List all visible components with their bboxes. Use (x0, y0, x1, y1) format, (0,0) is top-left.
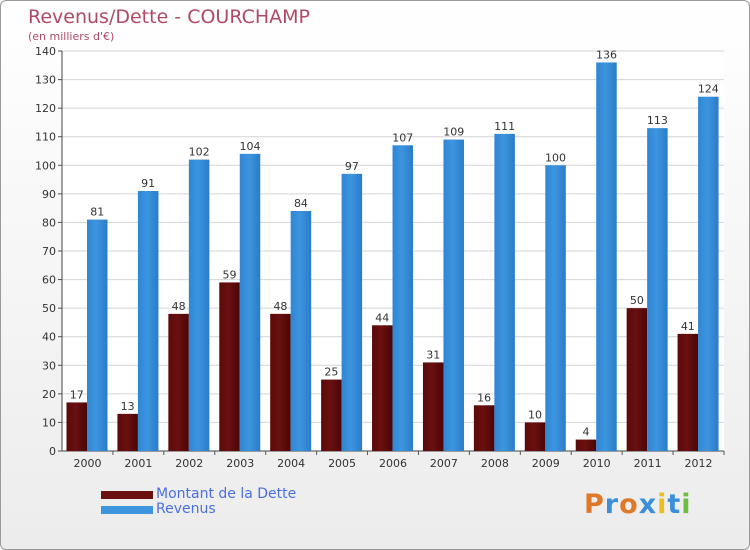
bar-revenus (392, 145, 414, 452)
bar-revenus (596, 62, 617, 452)
data-label-revenus: 91 (141, 177, 155, 190)
bar-dette (219, 282, 240, 451)
y-tick-label: 60 (42, 274, 56, 287)
bar-revenus (698, 96, 719, 451)
legend-label-dette: Montant de la Dette (156, 486, 297, 502)
x-tick-label: 2005 (328, 457, 356, 470)
y-tick-label: 100 (35, 159, 56, 172)
data-label-dette: 50 (630, 294, 644, 307)
y-tick-label: 50 (42, 302, 56, 315)
y-tick-label: 0 (49, 445, 56, 458)
data-label-dette: 59 (223, 268, 237, 281)
bar-revenus (443, 139, 464, 452)
data-label-revenus: 111 (494, 120, 515, 133)
bar-revenus (290, 211, 312, 451)
bar-revenus (188, 159, 210, 452)
logo-letter: i (657, 489, 668, 520)
chart-title: Revenus/Dette - COURCHAMP (28, 6, 310, 28)
y-tick-label: 10 (42, 416, 56, 429)
bar-revenus (239, 153, 261, 451)
y-tick-label: 120 (35, 102, 56, 115)
proxiti-logo: Proxiti (584, 489, 692, 520)
y-tick-label: 20 (42, 388, 56, 401)
logo-letter: o (619, 489, 639, 520)
data-label-dette: 48 (172, 300, 186, 313)
x-tick-label: 2008 (481, 457, 509, 470)
chart-subtitle: (en milliers d'€) (28, 30, 115, 43)
x-tick-label: 2010 (583, 457, 611, 470)
y-tick-label: 80 (42, 216, 56, 229)
data-label-revenus: 102 (189, 146, 210, 159)
y-tick-label: 40 (42, 331, 56, 344)
bar-revenus (87, 219, 108, 451)
x-tick-label: 2011 (634, 457, 662, 470)
data-label-dette: 17 (70, 388, 84, 401)
legend-swatch-revenus (101, 506, 153, 514)
bar-dette (626, 308, 648, 451)
bar-dette (117, 413, 138, 451)
bar-dette (66, 402, 87, 451)
x-tick-label: 2006 (379, 457, 407, 470)
bar-dette (321, 379, 342, 451)
data-label-revenus: 136 (596, 48, 617, 61)
data-label-revenus: 113 (647, 114, 668, 127)
y-tick-label: 130 (35, 74, 56, 87)
x-tick-label: 2000 (73, 457, 101, 470)
data-label-dette: 44 (375, 311, 389, 324)
bar-revenus (137, 191, 159, 451)
bar-dette (422, 362, 444, 451)
logo-letter: t (667, 489, 682, 520)
data-label-revenus: 81 (90, 206, 104, 219)
legend-label-revenus: Revenus (156, 501, 216, 517)
data-label-dette: 41 (681, 320, 695, 333)
logo-letter: P (584, 489, 605, 520)
bar-dette (575, 439, 597, 451)
x-tick-label: 2009 (532, 457, 560, 470)
data-label-revenus: 100 (545, 151, 566, 164)
y-tick-label: 90 (42, 188, 56, 201)
data-label-dette: 13 (121, 400, 135, 413)
x-tick-label: 2003 (226, 457, 254, 470)
data-label-revenus: 104 (240, 140, 261, 153)
data-label-revenus: 84 (294, 197, 308, 210)
data-label-revenus: 109 (443, 126, 464, 139)
bar-revenus (647, 128, 668, 451)
logo-letter: i (681, 489, 692, 520)
logo-letter: x (638, 489, 658, 520)
logo-letter: r (604, 489, 620, 520)
y-tick-label: 140 (35, 45, 56, 58)
y-tick-label: 70 (42, 245, 56, 258)
legend-swatch-dette (101, 491, 153, 499)
bar-dette (677, 333, 699, 451)
bar-dette (168, 313, 189, 451)
x-tick-label: 2007 (430, 457, 458, 470)
data-label-dette: 16 (477, 391, 491, 404)
data-label-dette: 31 (426, 348, 440, 361)
bar-dette (270, 313, 291, 451)
data-label-revenus: 124 (698, 83, 719, 96)
bar-revenus (494, 133, 515, 451)
x-tick-label: 2012 (685, 457, 713, 470)
bar-dette (473, 405, 495, 451)
bar-revenus (545, 165, 566, 452)
data-label-dette: 4 (582, 426, 589, 439)
data-label-dette: 10 (528, 408, 542, 421)
bar-dette (372, 325, 393, 451)
bar-dette (524, 422, 546, 451)
data-label-revenus: 107 (392, 131, 413, 144)
x-tick-label: 2001 (124, 457, 152, 470)
y-tick-label: 30 (42, 359, 56, 372)
data-label-dette: 25 (324, 366, 338, 379)
bar-revenus (341, 173, 363, 451)
data-label-dette: 48 (273, 300, 287, 313)
x-tick-label: 2002 (175, 457, 203, 470)
data-label-revenus: 97 (345, 160, 359, 173)
y-tick-label: 110 (35, 131, 56, 144)
x-tick-label: 2004 (277, 457, 305, 470)
